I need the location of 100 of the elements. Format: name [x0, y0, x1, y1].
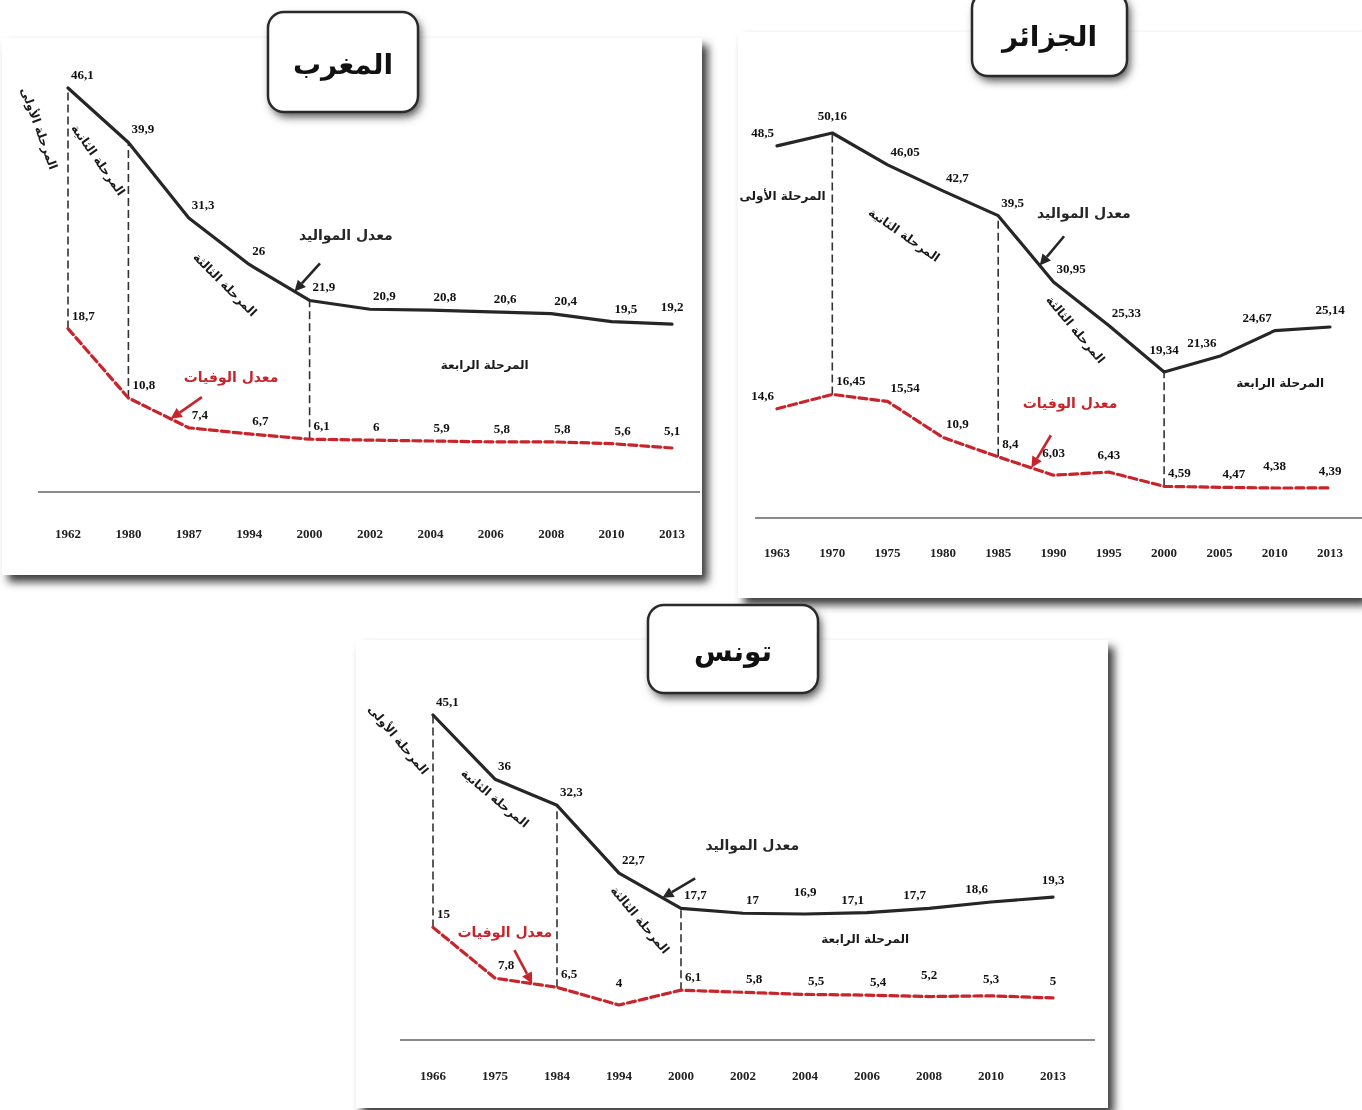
value-label: 21,36: [1187, 335, 1217, 351]
value-label: 48,5: [751, 124, 774, 140]
value-label: 32,3: [560, 784, 583, 800]
value-label: 36: [498, 758, 511, 774]
annotation: المرحلة الثانية: [865, 205, 943, 265]
value-label: 5,5: [808, 973, 825, 989]
title: الجزائر: [1001, 19, 1098, 53]
value-label: 17,7: [684, 887, 707, 903]
x-tick-label: 1975: [874, 545, 902, 560]
x-tick-label: 1980: [929, 545, 956, 560]
annotation: المرحلة الأولى: [17, 85, 61, 172]
x-tick-label: 1994: [236, 526, 263, 541]
x-tick-label: 2002: [730, 1068, 756, 1083]
value-label: 6: [373, 419, 380, 435]
value-label: 25,33: [1111, 304, 1142, 320]
value-label: 21,9: [312, 279, 336, 295]
value-label: 6,03: [1042, 445, 1065, 461]
value-label: 26: [252, 243, 266, 259]
series-name: معدل المواليد: [298, 226, 393, 243]
value-label: 15: [437, 906, 450, 922]
x-tick-label: 2010: [598, 526, 625, 541]
value-label: 4,38: [1263, 458, 1287, 473]
x-tick-label: 1984: [544, 1068, 571, 1083]
value-label: 15,54: [890, 380, 920, 396]
value-label: 5: [1049, 972, 1057, 988]
value-label: 19,2: [660, 299, 684, 315]
x-tick-label: 1990: [1040, 545, 1067, 560]
series-name: معدل المواليد: [705, 836, 800, 853]
x-tick-label: 2004: [792, 1068, 819, 1083]
value-label: 17: [746, 892, 759, 908]
value-label: 5,3: [982, 970, 1000, 986]
annotation: المرحلة الثالثة: [1043, 293, 1108, 367]
title: تونس: [693, 634, 773, 668]
value-label: 10,9: [945, 416, 969, 432]
annotation: المرحلة الرابعة: [1236, 376, 1325, 391]
value-label: 39,5: [1001, 194, 1024, 210]
value-label: 20,9: [373, 288, 396, 304]
value-label: 6,43: [1097, 447, 1121, 463]
x-tick-label: 2000: [1151, 545, 1178, 560]
x-tick-label: 1970: [819, 545, 846, 560]
value-label: 17,7: [903, 887, 926, 903]
x-tick-label: 2010: [978, 1068, 1004, 1083]
x-tick-label: 2013: [1040, 1068, 1067, 1083]
x-tick-label: 2002: [357, 526, 383, 541]
x-tick-label: 2006: [854, 1068, 881, 1083]
value-label: 4,59: [1168, 465, 1191, 481]
x-tick-label: 2008: [538, 526, 565, 541]
value-label: 5,4: [870, 974, 887, 990]
value-label: 6,1: [313, 418, 330, 434]
x-tick-label: 2013: [1317, 545, 1344, 560]
value-label: 20,8: [433, 289, 457, 305]
annotation: المرحلة الرابعة: [821, 932, 910, 947]
series-name: معدل المواليد: [1037, 204, 1131, 221]
series-name: معدل الوفيات: [183, 368, 279, 385]
x-tick-label: 1975: [482, 1068, 509, 1083]
annotation: المرحلة الأولى: [739, 188, 826, 203]
value-label: 20,6: [493, 290, 517, 306]
x-tick-label: 1985: [985, 545, 1012, 560]
title: المغرب: [292, 47, 394, 81]
x-tick-label: 2000: [668, 1068, 694, 1083]
value-label: 4,39: [1318, 462, 1342, 478]
x-tick-label: 2010: [1261, 545, 1288, 560]
value-label: 30,95: [1056, 260, 1086, 276]
value-label: 17,1: [841, 891, 864, 907]
x-tick-label: 1963: [764, 545, 791, 560]
annotation: المرحلة الأولى: [365, 702, 432, 778]
value-label: 20,4: [554, 292, 577, 308]
x-tick-label: 1995: [1095, 545, 1123, 560]
value-label: 46,05: [890, 143, 920, 159]
value-label: 39,9: [131, 121, 155, 137]
value-label: 5,8: [493, 420, 511, 436]
value-label: 10,8: [132, 376, 156, 392]
value-label: 22,7: [622, 852, 645, 868]
value-label: 19,5: [614, 300, 638, 316]
annotation: المرحلة الثانية: [68, 121, 128, 199]
x-tick-label: 1994: [606, 1068, 633, 1083]
value-label: 8,4: [1002, 435, 1019, 451]
x-tick-label: 2006: [477, 526, 505, 541]
value-label: 19,3: [1041, 872, 1065, 888]
value-label: 16,45: [836, 373, 866, 389]
x-tick-label: 2004: [417, 526, 444, 541]
x-tick-label: 1980: [115, 526, 142, 541]
series-name: معدل الوفيات: [1022, 395, 1118, 412]
value-label: 19,34: [1149, 342, 1179, 357]
x-tick-label: 2005: [1206, 545, 1233, 560]
x-tick-label: 2013: [659, 526, 686, 541]
x-tick-label: 1987: [175, 526, 203, 541]
annotation: المرحلة الرابعة: [440, 358, 529, 373]
value-label: 6,7: [252, 412, 269, 428]
value-label: 42,7: [945, 169, 969, 185]
value-label: 4,47: [1222, 466, 1246, 482]
value-label: 7,4: [191, 406, 209, 422]
value-label: 14,6: [751, 387, 774, 403]
value-label: 16,9: [793, 884, 817, 899]
value-label: 18,6: [965, 881, 988, 896]
value-label: 5,6: [614, 422, 631, 438]
annotation: المرحلة الثالثة: [607, 883, 673, 957]
x-tick-label: 1966: [420, 1068, 447, 1083]
series-name: معدل الوفيات: [457, 924, 553, 941]
value-label: 5,8: [554, 420, 571, 436]
